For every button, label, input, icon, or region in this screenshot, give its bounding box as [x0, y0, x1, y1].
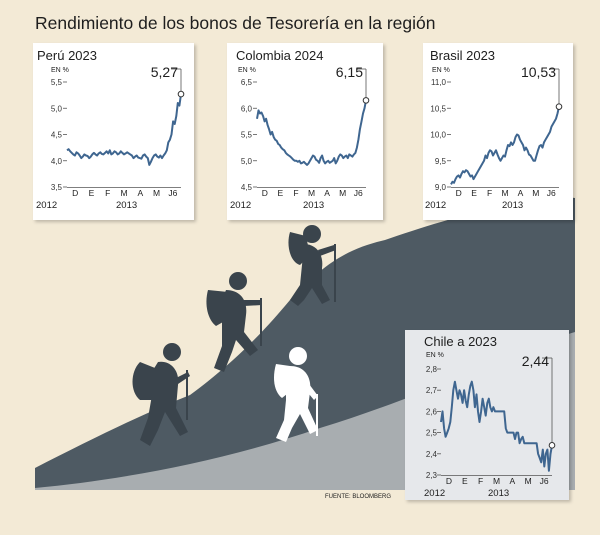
x-month-label: E — [89, 188, 95, 198]
y-tick-label: 5,5 — [241, 131, 253, 140]
series-line — [66, 93, 182, 166]
y-tick-label: 2,3 — [426, 471, 438, 480]
y-tick-label: 2,5 — [426, 429, 438, 438]
y-tick-label: 11,0 — [431, 78, 447, 87]
y-tick-label: 2,4 — [426, 450, 438, 459]
x-month-label: J6 — [354, 188, 363, 198]
y-tick-label: 4,0 — [51, 157, 63, 166]
x-month-label: M — [153, 188, 160, 198]
x-month-label: F — [487, 188, 492, 198]
x-month-label: A — [324, 188, 330, 198]
y-tick-label: 6,5 — [241, 78, 253, 87]
chart-title: Perú 2023 — [37, 48, 97, 63]
y-tick-label: 4,5 — [241, 183, 253, 192]
x-year-label: 2012 — [425, 200, 446, 211]
climber-silhouette — [288, 225, 336, 306]
x-month-label: A — [137, 188, 143, 198]
x-month-label: D — [262, 188, 268, 198]
y-tick-label: 5,0 — [241, 157, 253, 166]
y-tick-label: 5,5 — [51, 78, 63, 87]
x-month-label: E — [462, 476, 468, 486]
climber-silhouette — [274, 347, 318, 442]
x-year-label: 2013 — [303, 200, 324, 211]
x-month-label: F — [293, 188, 298, 198]
chart-title: Colombia 2024 — [236, 48, 323, 63]
chart-panel-background — [33, 43, 194, 220]
x-month-label: D — [446, 476, 452, 486]
climber-silhouette — [206, 272, 262, 372]
unit-label: EN % — [238, 67, 256, 74]
last-value-label: 5,27 — [151, 64, 178, 80]
unit-label: EN % — [432, 67, 450, 74]
chart-panel-background — [227, 43, 383, 220]
y-tick-label: 2,6 — [426, 407, 438, 416]
last-value-marker — [555, 103, 563, 110]
x-month-label: M — [120, 188, 127, 198]
x-year-label: 2012 — [424, 488, 445, 499]
x-month-label: J6 — [168, 188, 177, 198]
chart-panel-background — [405, 330, 569, 500]
x-month-label: M — [501, 188, 508, 198]
y-tick-label: 2,7 — [426, 386, 438, 395]
y-tick-label: 9,0 — [435, 183, 447, 192]
infographic-title: Rendimiento de los bonos de Tesorería en… — [35, 13, 436, 33]
y-tick-label: 6,0 — [241, 104, 253, 113]
x-month-label: J6 — [540, 476, 549, 486]
x-month-label: E — [471, 188, 477, 198]
x-month-label: D — [72, 188, 78, 198]
x-month-label: M — [308, 188, 315, 198]
series-line — [256, 100, 367, 166]
x-year-label: 2013 — [488, 488, 509, 499]
x-month-label: F — [105, 188, 110, 198]
x-month-label: M — [532, 188, 539, 198]
x-year-label: 2012 — [230, 200, 251, 211]
x-month-label: E — [278, 188, 284, 198]
x-year-label: 2013 — [116, 200, 137, 211]
last-value-marker — [362, 97, 370, 104]
chart-title: Brasil 2023 — [430, 48, 495, 63]
last-value-label: 2,44 — [522, 353, 549, 369]
y-tick-label: 5,0 — [51, 104, 63, 113]
y-tick-label: 9,5 — [435, 157, 447, 166]
y-tick-label: 2,8 — [426, 365, 438, 374]
x-month-label: M — [525, 476, 532, 486]
x-month-label: F — [478, 476, 483, 486]
y-tick-label: 3,5 — [51, 183, 63, 192]
climbers-illustration — [132, 225, 336, 446]
last-value-marker — [548, 442, 556, 449]
x-year-label: 2012 — [36, 200, 57, 211]
series-line — [440, 380, 553, 472]
y-tick-label: 10,5 — [430, 104, 446, 113]
climber-silhouette — [132, 343, 190, 446]
last-value-label: 10,53 — [521, 64, 556, 80]
x-month-label: A — [510, 476, 516, 486]
unit-label: EN % — [426, 352, 444, 359]
last-value-label: 6,15 — [336, 64, 363, 80]
y-tick-label: 10,0 — [430, 131, 446, 140]
unit-label: EN % — [51, 67, 69, 74]
chart-panel-background — [423, 43, 573, 220]
source-note: FUENTE: BLOOMBERG — [325, 494, 391, 500]
last-value-marker — [177, 90, 185, 98]
x-year-label: 2013 — [502, 200, 523, 211]
x-month-label: D — [456, 188, 462, 198]
chart-title: Chile a 2023 — [424, 334, 497, 349]
x-month-label: M — [493, 476, 500, 486]
y-tick-label: 4,5 — [51, 131, 63, 140]
series-line — [450, 106, 560, 185]
x-month-label: A — [518, 188, 524, 198]
x-month-label: J6 — [547, 188, 556, 198]
x-month-label: M — [339, 188, 346, 198]
